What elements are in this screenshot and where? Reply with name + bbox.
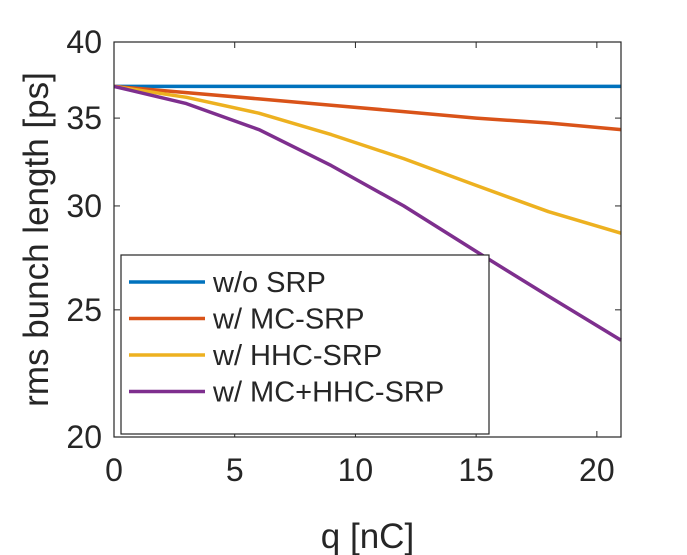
y-tick-label: 35 [66, 100, 102, 136]
legend-label: w/ MC+HHC-SRP [212, 377, 444, 409]
x-axis-label: q [nC] [321, 517, 414, 555]
legend: w/o SRP w/ MC-SRP w/ HHC-SRP w/ MC+HHC-SRP [120, 254, 490, 435]
x-tick-label: 10 [338, 452, 374, 488]
x-tick-label: 5 [226, 452, 244, 488]
series-line-2 [113, 84, 622, 235]
y-tick-label: 25 [66, 292, 102, 328]
y-tick-label: 30 [66, 188, 102, 224]
plot-lines [113, 84, 622, 342]
y-tick-label: 20 [66, 419, 102, 455]
legend-label: w/ HHC-SRP [212, 340, 382, 372]
x-tick-label: 15 [458, 452, 494, 488]
x-tick-label: 20 [579, 452, 615, 488]
series-line-1 [113, 84, 622, 132]
x-tick-label: 0 [105, 452, 123, 488]
legend-box [120, 254, 490, 435]
series-line-3 [113, 84, 622, 342]
axis-ticks: 0 5 10 15 20 20 25 30 35 40 [66, 24, 621, 488]
legend-label: w/o SRP [212, 267, 326, 299]
plot-frame [113, 41, 622, 438]
y-axis-label: rms bunch length [ps] [17, 72, 56, 407]
legend-label: w/ MC-SRP [212, 304, 364, 336]
y-tick-label: 40 [66, 24, 102, 60]
